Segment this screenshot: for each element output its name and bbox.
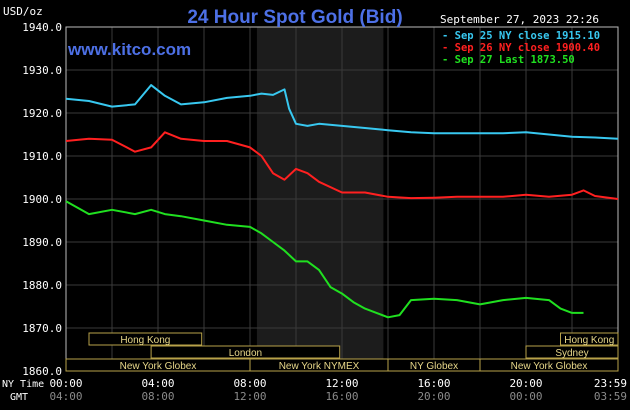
x-tick-label-gmt: 20:00 bbox=[417, 390, 450, 403]
grid-lines bbox=[66, 26, 618, 372]
legend-entry: - Sep 27 Last 1873.50 bbox=[442, 54, 575, 66]
session-block: New York Globex bbox=[479, 358, 619, 372]
y-tick-label: 1930.0 bbox=[22, 64, 62, 77]
x-axis: 00:0004:0004:0008:0008:0012:0012:0016:00… bbox=[49, 377, 627, 403]
series-line bbox=[65, 131, 619, 200]
market-sessions: Hong Kong Hong Kong London Sydney New York G… bbox=[65, 332, 619, 372]
x-tick-label-gmt: 08:00 bbox=[141, 390, 174, 403]
x-tick-label-ny: 08:00 bbox=[233, 377, 266, 390]
ny-time-label: NY Time bbox=[2, 379, 44, 390]
series-line bbox=[65, 84, 619, 140]
x-tick-label-ny: 12:00 bbox=[325, 377, 358, 390]
x-tick-label-gmt: 00:00 bbox=[509, 390, 542, 403]
session-label: New York NYMEX bbox=[279, 361, 360, 372]
x-tick-label-ny: 04:00 bbox=[141, 377, 174, 390]
x-tick-label-ny: 00:00 bbox=[49, 377, 82, 390]
series-line bbox=[65, 200, 584, 319]
x-tick-label-ny: 20:00 bbox=[509, 377, 542, 390]
session-block: NY Globex bbox=[387, 358, 481, 372]
session-box bbox=[560, 332, 619, 346]
y-axis: 1940.0 1930.0 1920.0 1910.0 1900.0 1890.0 1880… bbox=[22, 21, 62, 378]
y-tick-label: 1900.0 bbox=[22, 193, 62, 206]
x-tick-label-gmt: 12:00 bbox=[233, 390, 266, 403]
session-block: Hong Kong bbox=[88, 332, 203, 346]
legend-entry: - Sep 25 NY close 1915.10 bbox=[442, 30, 600, 42]
session-label: Hong Kong bbox=[564, 335, 614, 346]
session-box bbox=[479, 358, 619, 372]
session-label: NY Globex bbox=[410, 361, 458, 372]
session-block: New York Globex bbox=[65, 358, 251, 372]
units-label: USD/oz bbox=[3, 5, 43, 18]
session-block: Hong Kong bbox=[560, 332, 619, 346]
x-tick-label-gmt: 03:59 bbox=[594, 390, 627, 403]
session-box bbox=[150, 345, 341, 359]
y-tick-label: 1910.0 bbox=[22, 150, 62, 163]
y-tick-label: 1920.0 bbox=[22, 107, 62, 120]
y-tick-label: 1870.0 bbox=[22, 322, 62, 335]
legend-entry: - Sep 26 NY close 1900.40 bbox=[442, 42, 600, 54]
gmt-label: GMT bbox=[10, 392, 28, 403]
session-label: Sydney bbox=[555, 348, 588, 359]
x-tick-label-ny: 23:59 bbox=[594, 377, 627, 390]
session-label: Hong Kong bbox=[120, 335, 170, 346]
session-block: New York NYMEX bbox=[249, 358, 389, 372]
site-label[interactable]: www.kitco.com bbox=[67, 40, 191, 59]
series-lines bbox=[65, 84, 619, 319]
session-block: London bbox=[150, 345, 341, 359]
x-tick-label-gmt: 16:00 bbox=[325, 390, 358, 403]
y-tick-label: 1860.0 bbox=[22, 365, 62, 378]
session-label: New York Globex bbox=[120, 361, 197, 372]
session-box bbox=[525, 345, 619, 359]
session-box bbox=[88, 332, 203, 346]
y-tick-label: 1890.0 bbox=[22, 236, 62, 249]
timestamp: September 27, 2023 22:26 bbox=[440, 13, 599, 26]
x-tick-label-ny: 16:00 bbox=[417, 377, 450, 390]
session-label: New York Globex bbox=[511, 361, 588, 372]
y-tick-label: 1880.0 bbox=[22, 279, 62, 292]
y-tick-label: 1940.0 bbox=[22, 21, 62, 34]
session-label: London bbox=[229, 348, 262, 359]
session-block: Sydney bbox=[525, 345, 619, 359]
x-tick-label-gmt: 04:00 bbox=[49, 390, 82, 403]
chart-title: 24 Hour Spot Gold (Bid) bbox=[187, 7, 402, 28]
